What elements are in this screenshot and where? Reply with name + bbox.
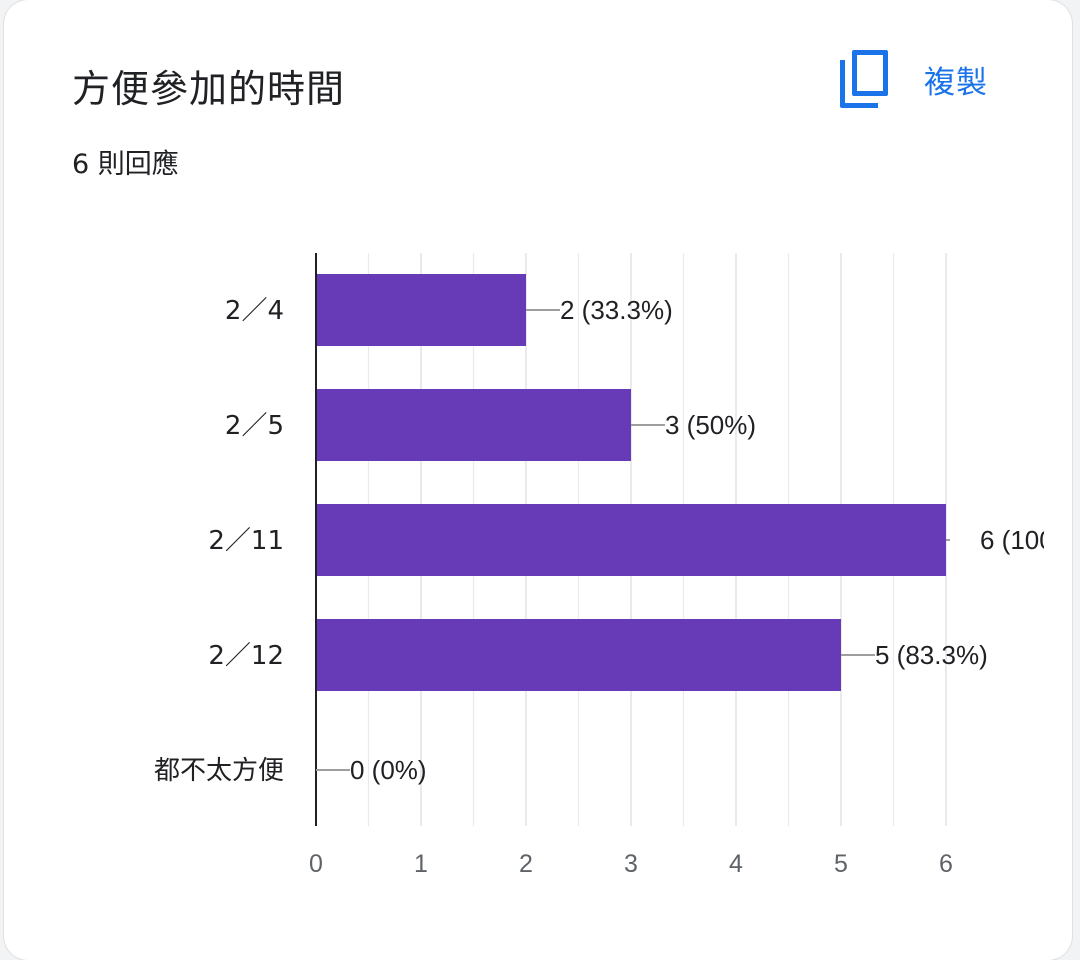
copy-button-label: 複製: [924, 64, 988, 101]
x-tick-label: 4: [729, 850, 743, 878]
question-title: 方便參加的時間: [72, 67, 346, 111]
category-label: 2／5: [225, 411, 284, 441]
axes: 0 1 2 3 4 5 6: [309, 253, 953, 878]
bar[interactable]: [316, 619, 841, 691]
category-label: 2／4: [225, 296, 284, 326]
labels: 2／4 2 (33.3%) 2／5 3 (50%) 2／11 6 (100%) 2／12 5 …: [154, 295, 1080, 786]
x-tick-label: 0: [309, 850, 323, 878]
data-label: 2 (33.3%): [560, 295, 673, 325]
x-tick-label: 3: [624, 850, 638, 878]
bars: [316, 274, 946, 691]
x-tick-label: 5: [834, 850, 848, 878]
x-tick-label: 2: [519, 850, 533, 878]
category-label: 2／12: [208, 641, 284, 671]
x-tick-label: 6: [939, 850, 953, 878]
bar[interactable]: [316, 504, 946, 576]
copy-icon: [840, 50, 888, 108]
response-count: 6 則回應: [72, 149, 179, 180]
bar[interactable]: [316, 274, 526, 346]
category-label: 都不太方便: [154, 756, 284, 786]
data-label: 0 (0%): [350, 755, 427, 785]
bar-chart: 0 1 2 3 4 5 6 2／4 2 (33.3%) 2／5 3 (50%) 2／11 6 (100…: [154, 253, 1080, 878]
x-tick-label: 1: [414, 850, 428, 878]
bar[interactable]: [316, 389, 631, 461]
category-label: 2／11: [208, 526, 284, 556]
copy-button[interactable]: 複製: [834, 46, 988, 112]
data-label: 6 (100%): [980, 525, 1080, 555]
data-label: 5 (83.3%): [875, 640, 988, 670]
data-label: 3 (50%): [665, 410, 756, 440]
